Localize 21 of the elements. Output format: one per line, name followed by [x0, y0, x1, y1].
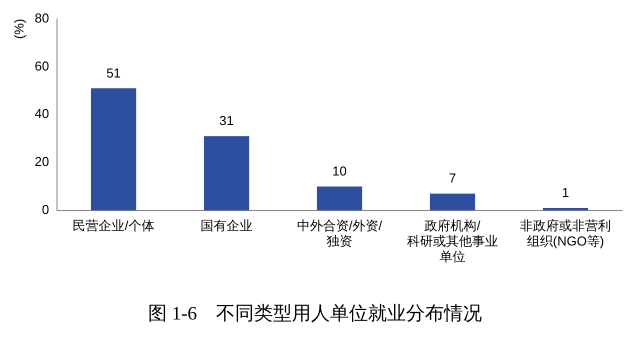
- x-tick-label: 政府机构/科研或其他事业单位: [407, 218, 498, 264]
- y-tick-label: 80: [34, 10, 50, 26]
- data-label: 7: [448, 170, 456, 186]
- bar: [430, 194, 476, 210]
- x-tick-label: 民营企业/个体: [72, 218, 154, 233]
- x-tick-label: 国有企业: [200, 218, 253, 233]
- x-tick-label: 非政府或非营利组织(NGO等): [520, 218, 612, 248]
- data-label: 31: [219, 113, 234, 128]
- y-tick-label: 60: [34, 58, 50, 74]
- bar: [90, 88, 136, 210]
- bar: [316, 186, 362, 210]
- y-tick-label: 0: [42, 202, 50, 217]
- y-tick-label: 40: [34, 106, 50, 122]
- y-axis-title: (%): [11, 18, 26, 40]
- y-tick-label: 20: [34, 154, 50, 170]
- data-label: 10: [332, 164, 347, 179]
- bar: [204, 136, 250, 210]
- x-tick-label: 中外合资/外资/独资: [296, 218, 383, 248]
- text: 图 1-6 不同类型用人单位就业分布情况: [148, 304, 482, 325]
- data-label: 1: [562, 185, 570, 200]
- data-label: 51: [106, 65, 121, 80]
